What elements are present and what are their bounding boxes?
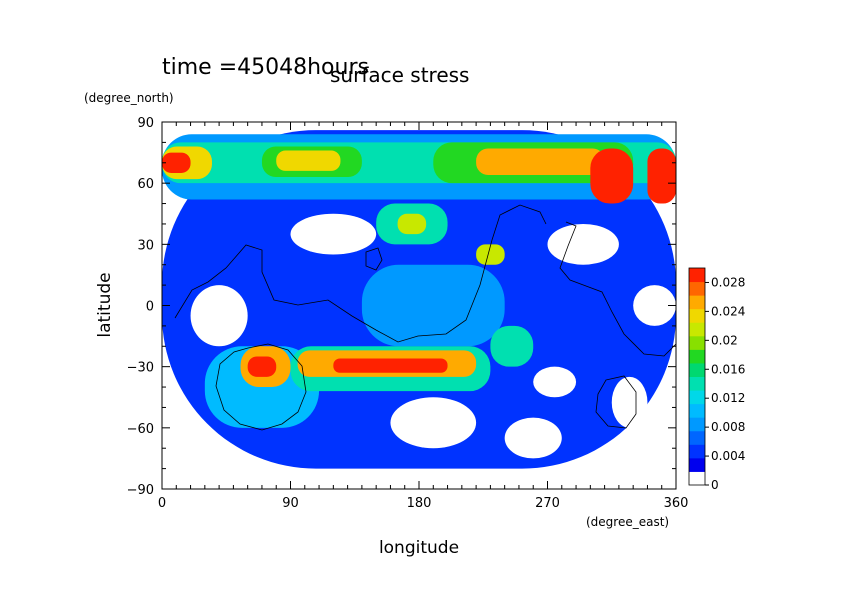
chart-title: surface stress [330,63,469,87]
colorbar-swatch [689,444,705,459]
zero-stress-area [633,285,676,326]
y-axis-label: latitude [95,272,115,337]
stress-region [476,148,605,176]
coastline-island [365,247,383,271]
y-tick-label: −60 [127,422,154,437]
zero-stress-area [190,285,248,347]
y-tick-label: 30 [137,238,154,253]
x-axis: 0 90 180 270 360 [158,122,689,511]
colorbar-swatch [689,471,705,486]
y-units-label: (degree_north) [84,91,174,105]
coastline-east [559,221,676,357]
colorbar-swatch [689,349,705,364]
colorbar-swatch [689,281,705,296]
colorbar-tick-label: 0.024 [711,304,745,318]
colorbar-swatch [689,430,705,445]
zero-stress-area [611,376,648,428]
y-tick-label: −90 [127,483,154,498]
x-tick-label: 90 [282,496,299,511]
colorbar-swatch [689,268,705,283]
colorbar-swatch [689,376,705,391]
stress-region [590,148,634,204]
stress-region [276,150,341,171]
colorbar-swatch [689,457,705,472]
stress-region [397,213,427,235]
colorbar-swatch [689,295,705,310]
x-tick-label: 270 [535,496,560,511]
colorbar-tick-label: 0.02 [711,333,738,347]
x-units-label: (degree_east) [586,515,669,529]
zero-stress-area [547,223,619,265]
stress-region [333,358,448,373]
colorbar-tick-label: 0.012 [711,391,745,405]
x-axis-label: longitude [379,538,459,558]
time-label: time =45048hours [162,55,369,80]
y-tick-label: 0 [146,300,154,315]
stress-region [476,244,505,265]
y-tick-label: −30 [127,361,154,376]
colorbar: 0 0.004 0.008 0.012 0.016 0.02 0.024 0.028 [688,267,745,492]
coastlines [174,204,676,431]
zero-stress-area [390,397,477,449]
colorbar-tick-label: 0.008 [711,420,745,434]
colorbar-swatch [689,362,705,377]
colorbar-swatch [689,390,705,405]
x-tick-label: 360 [664,496,689,511]
stress-region [361,264,505,347]
y-axis: −90 −60 −30 0 30 60 90 [127,116,676,498]
zero-stress-area [533,366,577,398]
colorbar-swatch [689,335,705,350]
colorbar-swatch [689,417,705,432]
stress-region [162,152,191,173]
y-tick-label: 90 [137,116,154,131]
y-tick-label: 60 [137,177,154,192]
coastline-south-america [215,343,307,431]
stress-region [647,148,676,204]
colorbar-tick-label: 0.004 [711,449,745,463]
stress-field [162,122,676,489]
colorbar-tick-label: 0.016 [711,362,745,376]
stress-region [490,325,534,367]
zero-stress-area [504,417,562,459]
x-tick-label: 0 [158,496,166,511]
colorbar-swatch [689,322,705,337]
coastline-south-east [595,375,637,429]
colorbar-tick-label: 0.028 [711,275,745,289]
zero-stress-area [290,213,377,255]
colorbar-swatch [689,308,705,323]
colorbar-swatch [689,403,705,418]
colorbar-tick-label: 0 [711,478,719,492]
stress-region [247,356,277,377]
coastline-africa [174,204,547,343]
colorbar-frame [688,267,706,486]
x-tick-label: 180 [407,496,432,511]
